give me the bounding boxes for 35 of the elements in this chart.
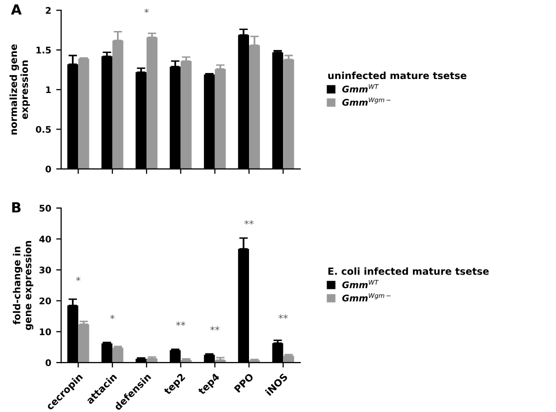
y-tick-label: 20 (40, 297, 52, 304)
y-axis-title: normalized gene expression (10, 44, 30, 134)
legend-title: E. coli infected mature tsetse (328, 267, 489, 275)
bar (78, 58, 90, 169)
legend-label: Gmm$^{Wgm−}$ (342, 98, 391, 106)
y-tick-label: 50 (40, 204, 52, 212)
annotation: ** (244, 220, 254, 225)
annotation: * (110, 314, 115, 320)
legend-label: Gmm$^{WT}$ (342, 280, 379, 288)
y-tick-label: 2 (46, 7, 51, 14)
y-tick-label: 1.5 (36, 46, 51, 54)
annotation: * (144, 8, 149, 14)
y-tick-label: 30 (39, 266, 52, 274)
legend-label: Gmm$^{WT}$ (342, 84, 379, 93)
annotation: ** (278, 314, 288, 319)
text: A (11, 4, 22, 15)
y-axis-title: fold-change in gene expression (12, 240, 34, 330)
bar (78, 324, 90, 363)
y-tick-label: 1 (46, 86, 51, 94)
legend-label: Gmm$^{Wgm−}$ (342, 293, 391, 302)
annotation: ** (176, 322, 186, 326)
bar (214, 68, 226, 169)
bar (112, 348, 124, 363)
y-tick-label: 0.5 (36, 126, 51, 133)
annotation: * (76, 276, 80, 282)
y-tick-label: 10 (40, 328, 52, 336)
text: B (12, 202, 21, 212)
legend-title: uninfected mature tsetse (328, 72, 466, 80)
y-tick-label: 40 (39, 236, 52, 243)
y-tick-label: 0 (46, 359, 52, 366)
annotation: ** (210, 326, 220, 331)
bar (283, 59, 294, 169)
bar (180, 61, 192, 169)
bar (146, 37, 158, 169)
y-tick-label: 0 (46, 166, 52, 172)
